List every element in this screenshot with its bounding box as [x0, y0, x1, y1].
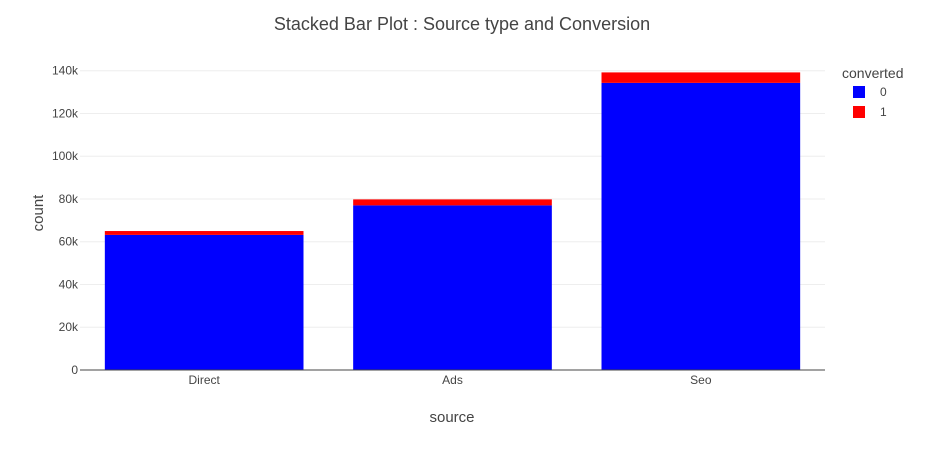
y-tick-label: 120k: [52, 106, 79, 120]
y-axis-ticks: 0 20k 40k 60k 80k 100k 120k 140k: [52, 64, 79, 377]
legend-swatch: [853, 86, 865, 98]
legend: converted 01: [842, 65, 903, 119]
x-axis-ticks: Direct Ads Seo: [188, 373, 711, 387]
bar-ads-converted-0: [353, 205, 552, 370]
x-axis-title: source: [429, 409, 474, 426]
chart-title: Stacked Bar Plot : Source type and Conve…: [274, 14, 650, 34]
y-axis-title: count: [30, 194, 47, 232]
x-tick-label: Ads: [442, 373, 463, 387]
y-tick-label: 0: [71, 363, 78, 377]
legend-items: 01: [853, 85, 887, 119]
legend-label: 1: [880, 105, 887, 119]
legend-label: 0: [880, 85, 887, 99]
bar-seo-converted-1: [601, 72, 801, 83]
bar-seo-converted-0: [601, 82, 801, 371]
y-tick-label: 140k: [52, 64, 79, 78]
x-tick-label: Direct: [188, 373, 220, 387]
bar-direct-converted-0: [104, 234, 304, 370]
legend-title: converted: [842, 65, 903, 81]
y-tick-label: 40k: [59, 277, 79, 291]
bars: [104, 72, 801, 371]
bar-ads-converted-1: [353, 199, 552, 206]
x-tick-label: Seo: [690, 373, 712, 387]
bar-direct-converted-1: [104, 231, 304, 235]
y-tick-label: 100k: [52, 149, 79, 163]
y-tick-label: 20k: [59, 320, 79, 334]
y-tick-label: 60k: [59, 235, 79, 249]
legend-swatch: [853, 106, 865, 118]
y-tick-label: 80k: [59, 192, 79, 206]
